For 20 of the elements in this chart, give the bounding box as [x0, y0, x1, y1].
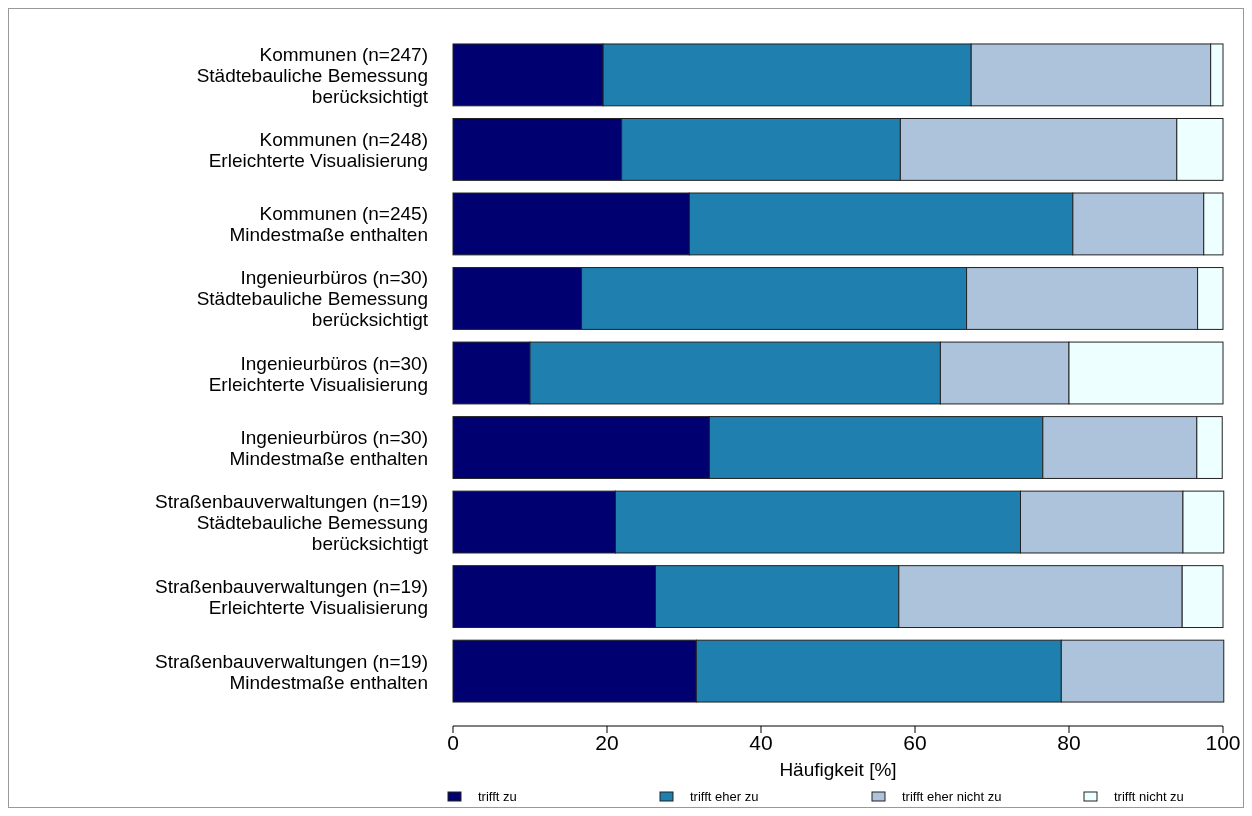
y-tick-label: Kommunen (n=247) Städtebauliche Bemessung berücksichtigt [196, 43, 429, 107]
y-tick-label: Ingenieurbüros (n=30) Erleichterte Visualisierung [208, 352, 428, 394]
y-tick-label: Kommunen (n=248) Erleichterte Visualisierung [208, 128, 428, 171]
legend-label: trifft nicht zu [1114, 789, 1184, 804]
x-tick-label: 80 [1057, 731, 1081, 754]
x-tick-label: 0 [447, 731, 459, 754]
y-tick-label: Kommunen (n=245) Mindestmaße enthalten [229, 202, 428, 245]
x-tick-label: 40 [749, 731, 773, 754]
x-tick-label: 100 [1205, 731, 1241, 754]
x-tick-label: 60 [903, 731, 927, 754]
y-tick-label: Straßenbauverwaltungen (n=19) Erleichterte Visualisierung [154, 575, 428, 618]
legend-label: trifft zu [478, 789, 517, 804]
y-tick-label: Straßenbauverwaltungen (n=19) Mindestmaße enthalten [154, 650, 428, 693]
y-tick-label: Straßenbauverwaltungen (n=19) Städtebauliche Bemessung berücksichtigt [154, 490, 429, 554]
legend-label: trifft eher nicht zu [902, 789, 1002, 804]
legend-label: trifft eher zu [690, 789, 759, 804]
x-tick-label: 20 [595, 731, 619, 754]
x-axis-title: Häufigkeit [%] [779, 759, 897, 780]
y-tick-label: Ingenieurbüros (n=30) Städtebauliche Bemessung berücksichtigt [196, 266, 429, 330]
y-tick-label: Ingenieurbüros (n=30) Mindestmaße enthalten [229, 426, 428, 469]
